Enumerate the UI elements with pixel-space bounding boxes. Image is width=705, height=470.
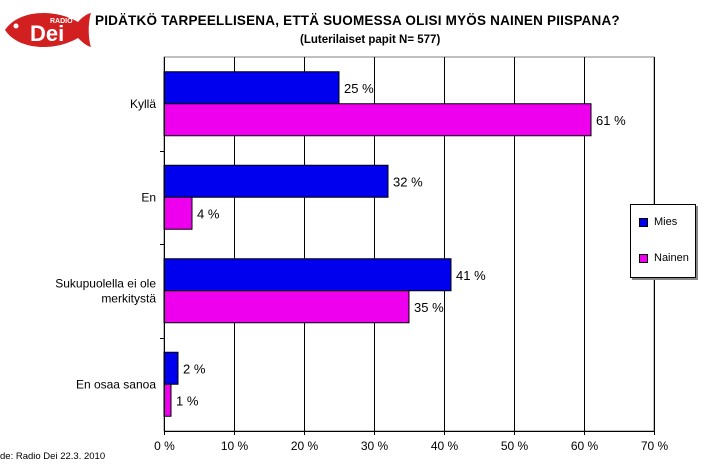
- bar-value-label: 41 %: [456, 268, 486, 283]
- legend-item-mies: Mies: [639, 216, 677, 228]
- bar-nainen: [163, 196, 193, 230]
- fish-logo-icon: RADIO Dei: [5, 12, 91, 48]
- x-tick-label: 70 %: [641, 439, 669, 453]
- logo-big-text: Dei: [30, 21, 64, 46]
- bar-value-label: 32 %: [393, 174, 423, 189]
- x-tick-label: 40 %: [431, 439, 459, 453]
- bar-value-label: 61 %: [596, 113, 626, 128]
- source-note: de: Radio Dei 22.3. 2010: [0, 451, 106, 462]
- bar-nainen: [163, 103, 592, 137]
- bar-mies: [163, 351, 179, 385]
- legend-swatch-mies: [639, 217, 648, 227]
- x-tick-label: 10 %: [221, 439, 249, 453]
- category-label: Sukupuolella ei ole: [55, 276, 156, 290]
- category-label: En: [141, 190, 156, 204]
- chart-subtitle: (Luterilaiset papit N= 577): [300, 34, 441, 46]
- bar-mies: [163, 164, 389, 198]
- x-tick-label: 60 %: [571, 439, 599, 453]
- bar-mies: [163, 258, 452, 292]
- legend-swatch-nainen: [639, 253, 648, 263]
- bar-nainen: [163, 290, 410, 324]
- logo-small-text: RADIO: [50, 18, 73, 25]
- bar-value-label: 4 %: [197, 206, 220, 221]
- bar-value-label: 35 %: [414, 300, 444, 315]
- x-tick-label: 20 %: [291, 439, 319, 453]
- bar-value-label: 2 %: [183, 361, 206, 376]
- x-tick-label: 0 %: [154, 439, 175, 453]
- bar-value-label: 1 %: [176, 393, 199, 408]
- bar-mies: [163, 71, 340, 105]
- legend-item-nainen: Nainen: [639, 252, 689, 264]
- category-label: Kyllä: [130, 97, 156, 111]
- legend: Mies Nainen: [630, 204, 696, 278]
- chart-title: PIDÄTKÖ TARPEELLISENA, ETTÄ SUOMESSA OLI…: [95, 13, 620, 28]
- x-tick-label: 30 %: [361, 439, 389, 453]
- bar-nainen: [163, 383, 172, 417]
- legend-label-mies: Mies: [654, 216, 678, 228]
- bar-value-label: 25 %: [344, 81, 374, 96]
- x-tick-label: 50 %: [501, 439, 529, 453]
- category-label: merkitystä: [101, 291, 156, 305]
- category-label: En osaa sanoa: [76, 377, 156, 391]
- radio-dei-logo: RADIO Dei: [2, 4, 92, 56]
- legend-label-nainen: Nainen: [654, 252, 689, 264]
